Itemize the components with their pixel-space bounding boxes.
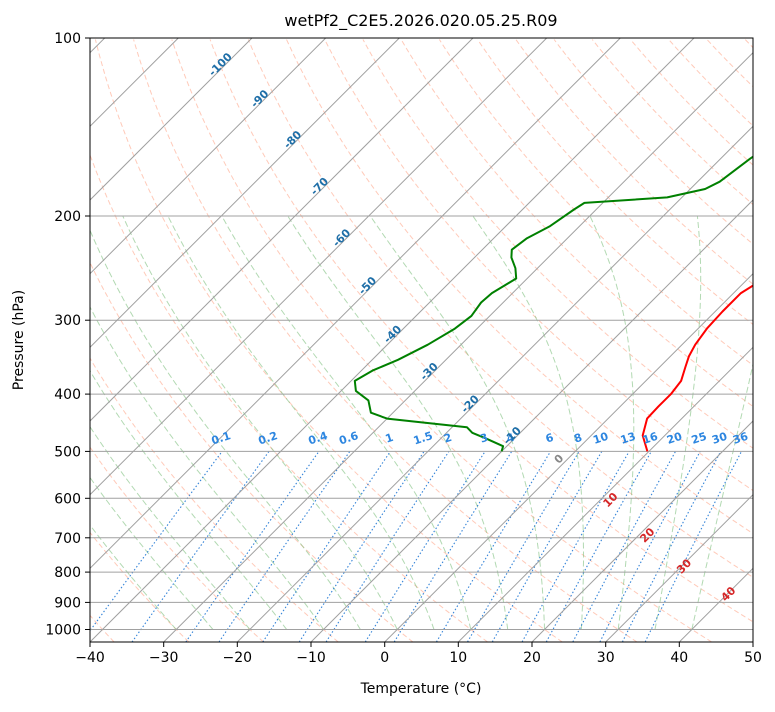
x-tick-label: 20 [523, 650, 541, 666]
x-tick-label: 30 [597, 650, 615, 666]
x-tick-label: 10 [449, 650, 467, 666]
x-tick-label: −40 [75, 650, 105, 666]
x-tick-label: −20 [223, 650, 253, 666]
y-tick-label: 600 [54, 491, 81, 507]
y-tick-label: 500 [54, 444, 81, 460]
y-tick-label: 300 [54, 313, 81, 329]
y-tick-label: 1000 [45, 623, 81, 639]
x-tick-label: 0 [380, 650, 389, 666]
y-tick-label: 200 [54, 209, 81, 225]
y-axis-label: Pressure (hPa) [11, 290, 27, 390]
x-tick-label: 50 [744, 650, 762, 666]
x-tick-label: −10 [296, 650, 326, 666]
y-tick-label: 100 [54, 31, 81, 47]
y-tick-label: 900 [54, 595, 81, 611]
y-tick-label: 800 [54, 565, 81, 581]
x-axis-label: Temperature (°C) [360, 681, 482, 697]
x-tick-label: −30 [149, 650, 179, 666]
y-tick-label: 400 [54, 387, 81, 403]
chart-title: wetPf2_C2E5.2026.020.05.25.R09 [284, 11, 557, 31]
x-tick-label: 40 [670, 650, 688, 666]
y-tick-label: 700 [54, 531, 81, 547]
